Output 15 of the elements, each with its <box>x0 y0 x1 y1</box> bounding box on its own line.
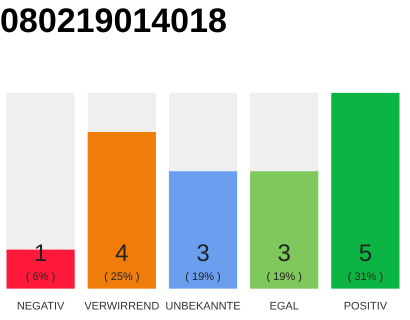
data-label: 3 <box>278 240 291 267</box>
x-tick-label: VERWIRREND <box>84 300 160 312</box>
annotation: ( 31% ) <box>348 270 384 283</box>
x-tick-label: NEGATIV <box>16 300 65 312</box>
x-tick-label: UNBEKANNTE <box>165 300 241 312</box>
annotation: ( 6% ) <box>26 270 56 283</box>
annotation: ( 25% ) <box>104 270 140 283</box>
annotation: ( 19% ) <box>185 270 221 283</box>
annotation: ( 19% ) <box>266 270 302 283</box>
data-label: 3 <box>196 240 210 267</box>
x-tick-label: EGAL <box>270 300 299 312</box>
x-tick-label: POSITIV <box>344 300 388 312</box>
data-label: 5 <box>358 240 372 267</box>
data-label: 4 <box>115 240 128 267</box>
chart-title: 080219014018 <box>0 2 227 40</box>
